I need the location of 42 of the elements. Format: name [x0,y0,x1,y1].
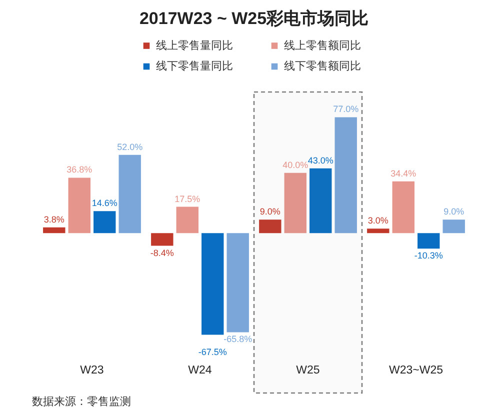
data-label: 9.0% [444,206,464,217]
legend-label: 线上零售量同比 [156,38,233,52]
source-note: 数据来源：零售监测 [32,395,131,408]
data-label: 34.4% [390,168,416,178]
data-label: 3.0% [368,216,388,226]
data-label: 77.0% [333,104,359,114]
x-tick-label: W23~W25 [388,364,444,376]
bar [392,181,414,234]
data-label: 3.8% [44,214,64,224]
data-label: 43.0% [308,155,334,166]
data-label: 52.0% [117,142,143,152]
data-label: -67.5% [198,346,227,357]
x-tick-label: W24 [188,364,212,376]
data-label: 36.8% [66,164,92,175]
bar [202,233,224,335]
bar [151,233,174,246]
data-label: -10.3% [414,250,443,261]
bar [284,172,306,234]
data-label: -65.8% [224,334,252,344]
bar [176,206,198,234]
data-label: 14.6% [92,198,118,208]
data-label: -8.4% [150,248,174,258]
legend-label: 线下零售量同比 [156,60,233,72]
bar [43,227,66,234]
x-tick-label: W23 [80,364,104,376]
bar [68,178,90,234]
bar [94,211,116,234]
bar [367,228,390,234]
data-label: 40.0% [282,160,308,170]
data-label: 9.0% [260,206,280,217]
bar [310,168,332,234]
x-tick-label: W25 [296,364,320,376]
data-label: 17.5% [174,194,200,204]
bar [118,154,141,234]
bar [259,220,282,234]
chart-title: 2017W23 ~ W25彩电市场同比 [139,9,369,28]
bar [334,117,357,234]
bar [442,220,465,234]
legend-label: 线上零售额同比 [284,38,361,52]
bar [226,233,249,332]
legend-label: 线下零售额同比 [284,60,361,72]
bar [418,233,440,249]
